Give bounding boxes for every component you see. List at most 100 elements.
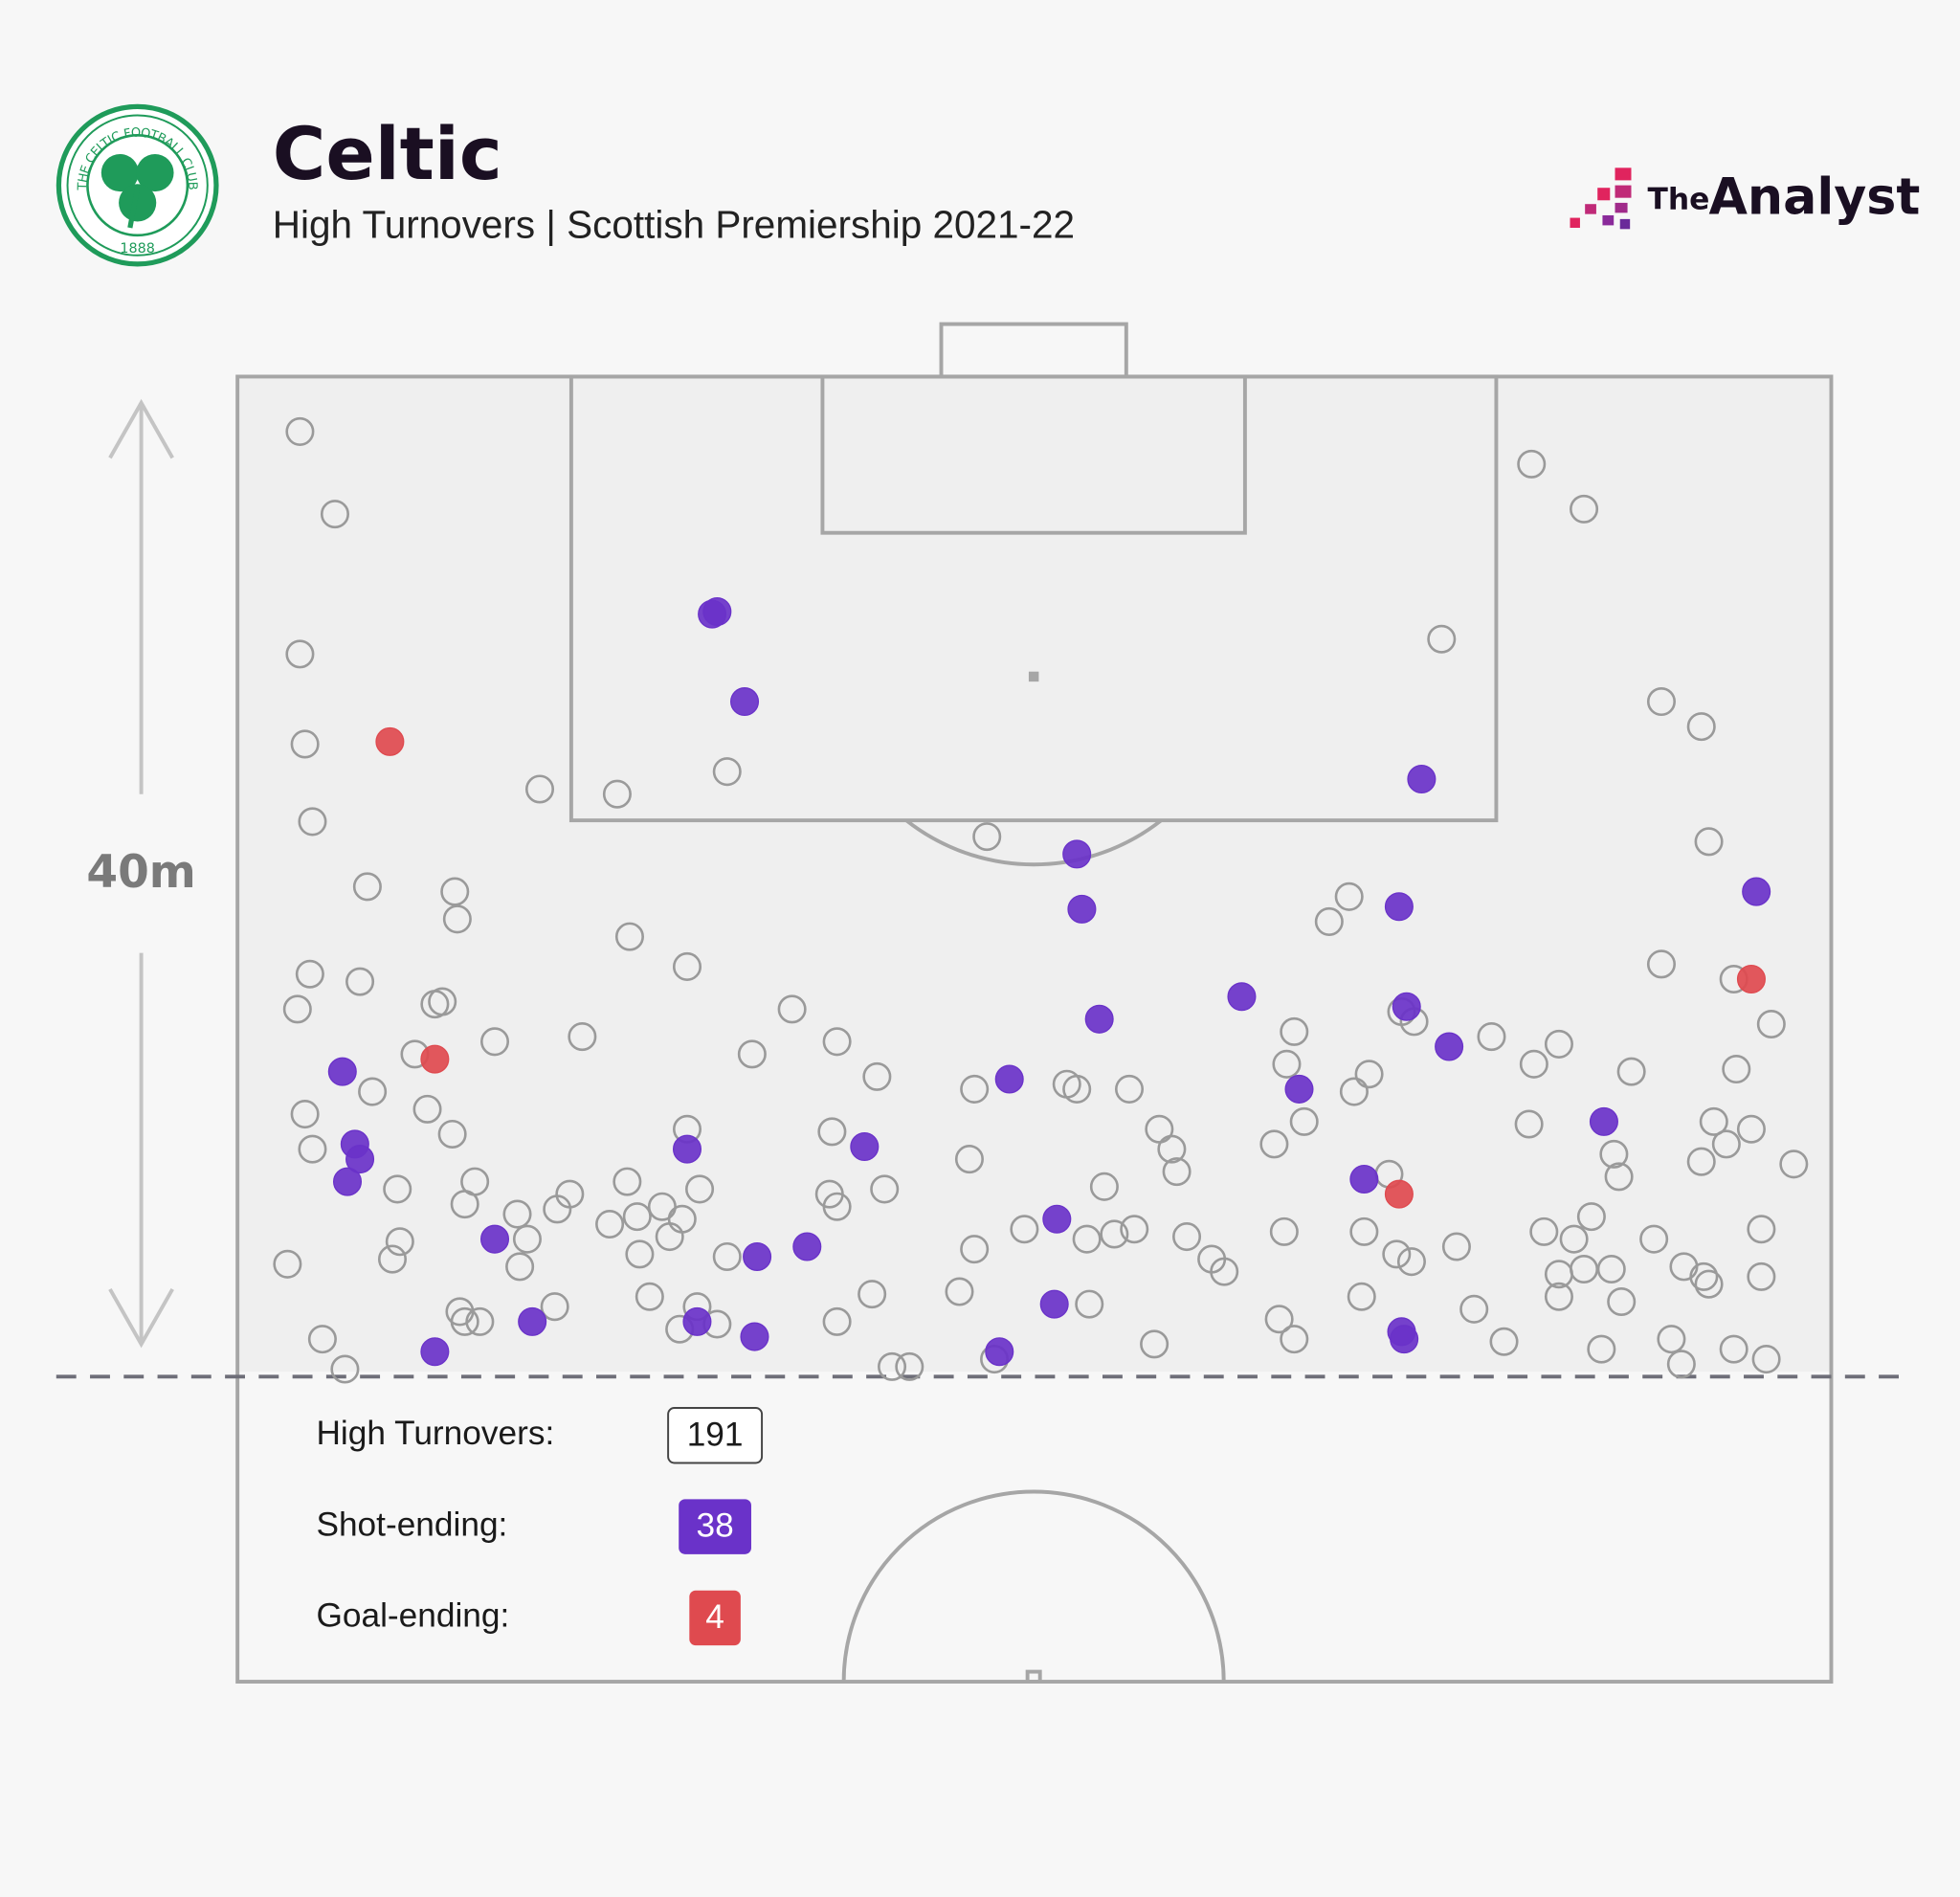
brand-logo [1570, 167, 1632, 230]
turnover-point [1162, 1157, 1192, 1187]
turnover-point [625, 1239, 655, 1269]
filled-point [1407, 765, 1437, 794]
turnover-point [428, 987, 457, 1016]
filled-point [792, 1232, 822, 1261]
turnover-point [352, 872, 382, 902]
turnover-point [1314, 906, 1344, 936]
turnover-point [505, 1252, 535, 1282]
turnover-point [345, 967, 375, 996]
turnover-point [1334, 882, 1364, 911]
turnover-point [954, 1145, 984, 1174]
turnover-point [1519, 1049, 1548, 1079]
filled-point [1435, 1032, 1464, 1061]
turnover-point [450, 1190, 479, 1219]
distance-arrow [108, 398, 174, 1349]
turnover-point [635, 1282, 664, 1311]
turnover-point [737, 1039, 767, 1069]
distance-label: 40m [86, 846, 195, 899]
turnover-point [412, 1094, 442, 1124]
turnover-point [285, 416, 315, 446]
turnover-point [1529, 1216, 1559, 1246]
turnover-point [858, 1280, 887, 1309]
turnover-point [1639, 1224, 1669, 1254]
turnover-point [1347, 1282, 1376, 1311]
filled-point [1390, 1325, 1419, 1354]
turnover-point [502, 1199, 532, 1229]
turnover-point [1280, 1325, 1309, 1354]
turnover-point [1747, 1215, 1776, 1244]
filled-point [1736, 964, 1766, 994]
turnover-point [655, 1222, 684, 1252]
brand-name: Analyst [1708, 168, 1920, 226]
legend-label: High Turnovers: [316, 1415, 554, 1452]
filled-point [332, 1167, 363, 1196]
turnover-point [524, 774, 555, 804]
filled-point [682, 1306, 712, 1336]
turnover-point [1269, 1216, 1299, 1246]
filled-point [1384, 1179, 1414, 1209]
turnover-point [822, 1192, 852, 1221]
turnover-point [1396, 1247, 1426, 1277]
turnover-point [1544, 1282, 1573, 1311]
filled-point [985, 1337, 1014, 1367]
filled-point [1742, 877, 1771, 906]
turnover-point [1686, 1147, 1716, 1176]
turnover-point [1210, 1257, 1239, 1286]
pitch [235, 322, 1834, 1684]
turnover-point [960, 1235, 990, 1264]
turnover-point [1489, 1327, 1519, 1356]
turnover-point [1259, 1129, 1289, 1159]
turnover-point [1517, 449, 1547, 479]
turnover-point [1689, 1261, 1719, 1291]
legend-count-box [689, 1590, 741, 1646]
filled-point [375, 726, 405, 756]
turnover-point [1657, 1325, 1686, 1354]
turnover-point [1477, 1022, 1506, 1052]
filled-point [740, 1322, 769, 1351]
turnover-point [465, 1306, 495, 1336]
turnover-point [1751, 1345, 1781, 1374]
turnover-point [1646, 949, 1676, 979]
turnover-point [1686, 712, 1716, 742]
filled-point [1392, 992, 1421, 1021]
filled-point [1039, 1289, 1069, 1319]
filled-point [1349, 1164, 1379, 1194]
turnover-point [1075, 1289, 1104, 1319]
filled-point [702, 596, 732, 627]
turnover-point [1694, 1269, 1724, 1299]
turnover-point [290, 1100, 320, 1129]
turnover-point [1736, 1114, 1766, 1144]
turnover-point [1599, 1139, 1629, 1169]
filled-point [730, 687, 760, 717]
turnover-point [290, 729, 320, 759]
turnover-point [1646, 687, 1676, 717]
turnover-point [602, 779, 632, 809]
turnover-point [1604, 1162, 1634, 1192]
turnover-point [555, 1179, 585, 1209]
turnover-point [1280, 1016, 1309, 1046]
turnover-point [878, 1351, 907, 1381]
filled-point [1384, 892, 1414, 922]
turnover-point [1010, 1215, 1039, 1244]
turnover-point [1459, 1294, 1489, 1324]
turnover-point [712, 757, 742, 787]
turnover-point [614, 922, 644, 951]
turnover-point [1596, 1254, 1626, 1284]
turnover-point [1354, 1060, 1384, 1089]
turnover-point [540, 1292, 569, 1322]
turnover-point [1272, 1049, 1302, 1079]
turnover-point [612, 1167, 642, 1196]
crest: THE CELTIC FOOTBALL CLUB 1888 [56, 103, 219, 267]
turnover-point [945, 1277, 974, 1306]
turnover-point [1544, 1029, 1573, 1059]
turnover-point [383, 1174, 412, 1204]
turnover-point [1100, 1219, 1129, 1249]
turnover-point [1587, 1334, 1616, 1364]
turnover-point [1779, 1149, 1809, 1179]
turnover-point [1719, 1334, 1748, 1364]
turnover-point [1711, 1129, 1741, 1159]
turnover-point [1694, 827, 1724, 857]
turnover-point [1607, 1286, 1637, 1316]
turnover-point [1264, 1305, 1294, 1334]
